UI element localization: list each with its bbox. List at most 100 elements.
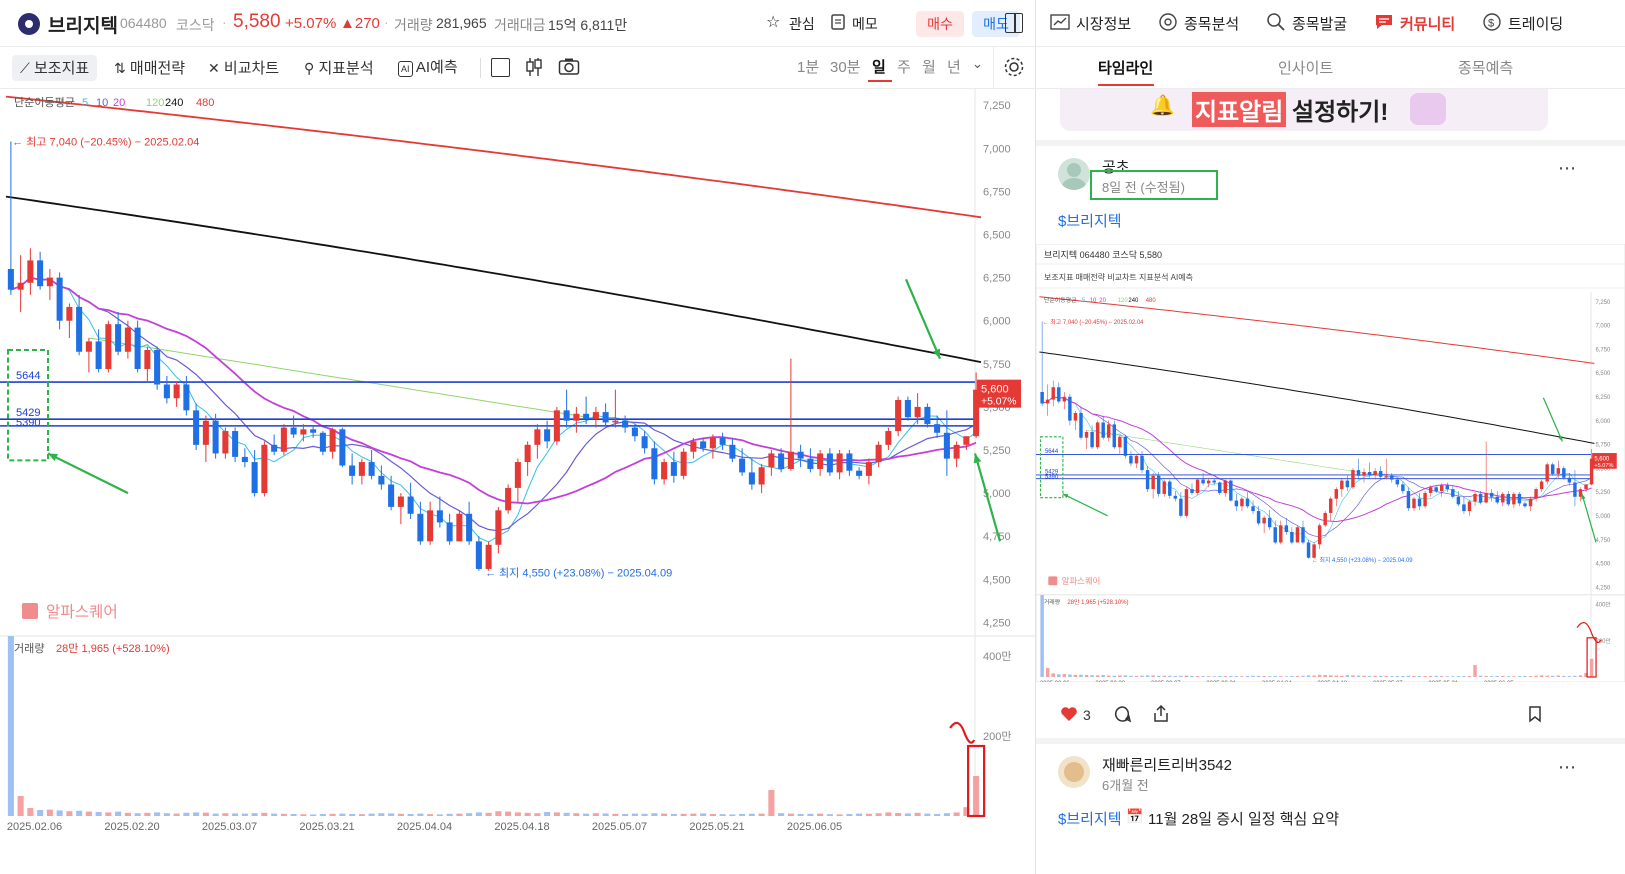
buy-button[interactable]: 매수 — [916, 11, 964, 37]
chart-panel: 브리지텍 064480 코스닥 · 5,580 +5.07% ▲270 · 거래… — [0, 0, 1036, 874]
green-arrow-head — [48, 453, 58, 462]
strategy-button[interactable]: ⇅ 매매전략 — [114, 55, 185, 81]
gear-icon[interactable] — [1003, 56, 1025, 78]
volume-bar — [1273, 675, 1277, 677]
volume-bar — [1234, 676, 1239, 677]
period-30min[interactable]: 30분 — [830, 59, 861, 76]
comment-icon[interactable] — [1114, 705, 1132, 723]
candle — [1545, 464, 1549, 482]
memo-icon[interactable] — [830, 13, 846, 31]
chevron-down-icon[interactable]: ⌄ — [972, 56, 983, 71]
volume-bar — [1445, 676, 1450, 677]
green-arrow-head — [973, 453, 982, 464]
volume-bar — [1501, 675, 1505, 677]
nav-market-info[interactable]: 시장정보 — [1076, 16, 1132, 33]
volume-bar — [17, 796, 24, 816]
volume-bar — [407, 814, 414, 816]
more-icon[interactable]: ⋯ — [1558, 158, 1576, 178]
volume-bar — [505, 811, 512, 816]
volume-bar — [1412, 675, 1416, 677]
candle — [1445, 485, 1450, 490]
volume-bar — [1517, 676, 1522, 677]
panel-toggle-icon[interactable] — [1005, 13, 1023, 33]
period-day[interactable]: 일 — [872, 59, 886, 76]
compare-button[interactable]: ✕ 비교차트 — [208, 55, 279, 81]
support-label: 5390 — [1045, 475, 1059, 481]
candle — [1495, 496, 1499, 503]
volume-bar — [261, 812, 268, 816]
candle — [1434, 487, 1438, 492]
volume-bar — [700, 813, 707, 816]
candle — [1156, 475, 1161, 494]
volume-bar — [1573, 675, 1577, 677]
camera-icon[interactable] — [558, 57, 580, 75]
candle — [690, 441, 697, 452]
candle — [1345, 480, 1350, 488]
price-tick-label: 4,500 — [983, 574, 1011, 586]
date-tick-label: 2025.06.05 — [1484, 681, 1514, 682]
candle — [1301, 527, 1305, 543]
sell-button[interactable]: 매도 — [972, 11, 1020, 37]
heart-icon[interactable] — [1060, 706, 1078, 722]
volume-bar — [1578, 675, 1583, 677]
volume-bar — [1173, 675, 1178, 677]
stock-tag[interactable]: $브리지텍 — [1058, 213, 1122, 230]
period-week[interactable]: 주 — [897, 59, 911, 76]
share-icon[interactable] — [1152, 704, 1170, 723]
period-year[interactable]: 년 — [947, 59, 961, 76]
ai-predict-button[interactable]: AI AI예측 — [398, 55, 458, 81]
ma10-line — [10, 276, 977, 532]
more-icon[interactable]: ⋯ — [1558, 757, 1576, 777]
alert-banner[interactable]: 🔔 지표알림 설정하기! — [1060, 89, 1548, 131]
market-name: 코스닥 — [176, 17, 215, 33]
divider — [1036, 88, 1625, 89]
volume-bar — [1290, 675, 1294, 677]
watch-button[interactable]: 관심 — [789, 16, 815, 32]
candle — [378, 475, 385, 485]
avatar[interactable] — [1058, 158, 1090, 190]
post-author[interactable]: 재빠른리트리버3542 — [1102, 757, 1232, 774]
indicator-button[interactable]: ⟋ 보조지표 — [12, 55, 98, 81]
memo-button[interactable]: 메모 — [852, 16, 878, 32]
volume-bar — [1456, 676, 1461, 677]
bookmark-icon[interactable] — [1528, 705, 1542, 723]
date-tick-label: 2025.03.07 — [1151, 681, 1181, 682]
volume-bar — [1384, 675, 1388, 677]
candle — [163, 384, 170, 399]
indicator-label: 보조지표 — [33, 60, 90, 77]
ma-period-label: 5 — [1082, 298, 1086, 304]
volume-bar — [495, 811, 502, 816]
stock-name[interactable]: 브리지텍 — [48, 16, 118, 37]
price-tick-label: 6,750 — [983, 186, 1011, 198]
change-absolute: ▲270 — [340, 15, 380, 32]
candle — [280, 427, 287, 452]
tab-stock-prediction[interactable]: 종목예측 — [1458, 60, 1514, 77]
analysis-button[interactable]: ⚲ 지표분석 — [304, 55, 374, 81]
nav-trading[interactable]: 트레이딩 — [1508, 16, 1564, 33]
tab-insight[interactable]: 인사이트 — [1278, 60, 1334, 77]
candle — [290, 427, 297, 435]
tab-timeline[interactable]: 타임라인 — [1098, 60, 1154, 77]
volume-bar — [1423, 675, 1427, 677]
avatar[interactable] — [1058, 756, 1090, 788]
volume-bar — [1312, 675, 1316, 677]
post-image[interactable]: 7,250 7,000 6,750 6,500 6,250 6,000 5,750 5,500… — [1036, 244, 1625, 682]
nav-stock-analysis[interactable]: 종목분석 — [1184, 16, 1240, 33]
volume-bar — [271, 813, 278, 816]
nav-stock-discovery[interactable]: 종목발굴 — [1292, 16, 1348, 33]
star-icon[interactable]: ☆ — [766, 14, 781, 31]
price-chart[interactable]: 7,2507,0006,7506,5006,2506,0005,7505,500… — [0, 88, 1035, 874]
volume-bar — [1123, 675, 1128, 677]
stock-tag[interactable]: $브리지텍 — [1058, 811, 1122, 828]
candle-icon[interactable] — [524, 56, 544, 78]
period-month[interactable]: 월 — [922, 59, 936, 76]
volume-bar — [1512, 676, 1516, 677]
volume-bar — [1584, 672, 1588, 677]
volume-bar — [758, 813, 765, 816]
volume-bar — [1406, 675, 1411, 677]
candle — [748, 472, 755, 485]
strategy-icon: ⇅ — [114, 60, 126, 76]
square-icon[interactable] — [491, 58, 510, 77]
nav-community[interactable]: 커뮤니티 — [1400, 16, 1456, 33]
period-1min[interactable]: 1분 — [797, 59, 820, 76]
